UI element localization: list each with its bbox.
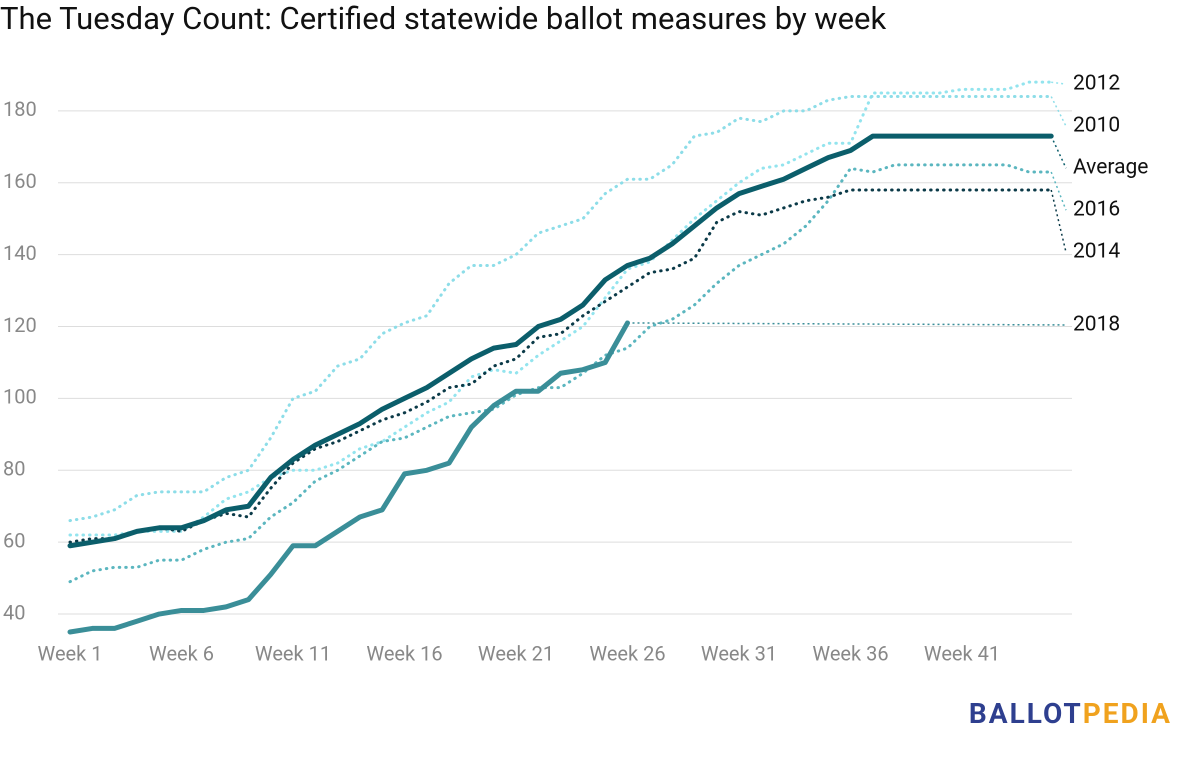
x-tick-label: Week 11 bbox=[255, 641, 331, 665]
y-tick-label: 40 bbox=[3, 600, 25, 624]
x-tick-label: Week 41 bbox=[924, 641, 1000, 665]
label-connector bbox=[1050, 171, 1067, 211]
logo: BALLOTPEDIA bbox=[969, 697, 1172, 730]
series-label: Average bbox=[1073, 156, 1148, 180]
x-tick-label: Week 1 bbox=[38, 641, 103, 665]
y-tick-label: 80 bbox=[3, 457, 25, 481]
series-line bbox=[68, 188, 1053, 544]
x-tick-label: Week 26 bbox=[589, 641, 665, 665]
series-label: 2018 bbox=[1073, 313, 1120, 337]
series-label: 2010 bbox=[1073, 114, 1120, 138]
x-tick-label: Week 16 bbox=[366, 641, 442, 665]
logo-part: PEDIA bbox=[1083, 697, 1172, 730]
label-connector bbox=[627, 322, 1067, 326]
series-line bbox=[68, 95, 1053, 523]
x-tick-label: Week 21 bbox=[478, 641, 554, 665]
y-tick-label: 180 bbox=[3, 97, 37, 121]
y-tick-label: 140 bbox=[3, 241, 37, 265]
x-tick-label: Week 31 bbox=[701, 641, 777, 665]
label-connector bbox=[1050, 96, 1067, 127]
y-tick-label: 160 bbox=[3, 169, 37, 193]
series-line bbox=[67, 133, 1054, 549]
x-tick-label: Week 36 bbox=[812, 641, 888, 665]
x-tick-label: Week 6 bbox=[149, 641, 214, 665]
series-line bbox=[68, 80, 1053, 537]
logo-part: BALLOT bbox=[969, 697, 1083, 730]
series-label: 2016 bbox=[1073, 198, 1120, 222]
label-connector bbox=[1050, 135, 1067, 169]
y-tick-label: 100 bbox=[3, 385, 37, 409]
series-label: 2012 bbox=[1073, 72, 1120, 96]
series-line bbox=[67, 320, 630, 635]
y-tick-label: 120 bbox=[3, 313, 37, 337]
series-line bbox=[68, 163, 1053, 584]
series-label: 2014 bbox=[1073, 240, 1120, 264]
label-connector bbox=[1050, 189, 1067, 253]
y-tick-label: 60 bbox=[3, 528, 25, 552]
chart-title: The Tuesday Count: Certified statewide b… bbox=[0, 0, 886, 37]
